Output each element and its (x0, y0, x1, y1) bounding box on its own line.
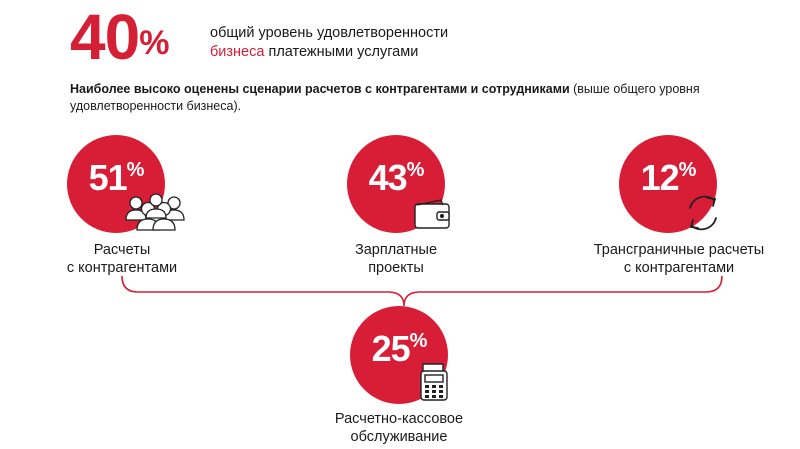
intro-rest: (выше общего уровня удовлетворенности би… (70, 82, 700, 113)
stat-number: 51 (88, 157, 128, 198)
label-line-2: с контрагентами (623, 260, 735, 276)
header-big-value: 40% (70, 1, 169, 73)
wallet-icon (414, 199, 450, 229)
stat-percent: % (126, 159, 145, 181)
intro-bold: Наиболее высоко оценены сценарии расчето… (70, 82, 570, 96)
label-line-1: Расчеты (93, 242, 151, 258)
intro-text: Наиболее высоко оценены сценарии расчето… (70, 81, 710, 115)
stat-value: 51% (67, 157, 165, 199)
stat-percent: % (409, 330, 428, 352)
stat-circle-12: 12% (619, 135, 717, 233)
exchange-arrows-icon (689, 195, 717, 231)
stat-value: 43% (347, 157, 445, 199)
stat-number: 43 (368, 157, 408, 198)
stat-value: 12% (619, 157, 717, 199)
stat-number: 25 (371, 328, 411, 369)
header-description: общий уровень удовлетворенности бизнеса … (210, 24, 510, 62)
stat-percent: % (678, 159, 697, 181)
header-percent-sign: % (139, 24, 169, 62)
people-group-icon (125, 193, 185, 231)
stat-label-12: Трансграничные расчеты с контрагентами (584, 241, 774, 277)
label-line-1: Расчетно-кассовое (334, 411, 464, 427)
label-line-2: проекты (368, 260, 424, 276)
header-value: 40 (70, 1, 140, 73)
stat-label-25: Расчетно-кассовое обслуживание (309, 410, 489, 446)
label-line-2: обслуживание (350, 429, 448, 445)
stat-percent: % (406, 159, 425, 181)
pos-terminal-icon (420, 363, 448, 401)
header-accent-word: бизнеса (210, 44, 265, 60)
header-line-1: общий уровень удовлетворенности (210, 25, 449, 41)
brace-path (121, 275, 723, 307)
stat-number: 12 (640, 157, 680, 198)
stat-circle-51: 51% (67, 135, 165, 233)
label-line-2: с контрагентами (66, 260, 178, 276)
label-line-1: Зарплатные (354, 242, 438, 258)
label-line-1: Трансграничные расчеты (593, 242, 765, 258)
stat-value: 25% (350, 328, 448, 370)
header-line-2-rest: платежными услугами (264, 44, 419, 60)
stat-label-43: Зарплатные проекты (316, 241, 476, 277)
stat-label-51: Расчеты с контрагентами (42, 241, 202, 277)
header-line-2: бизнеса платежными услугами (210, 43, 510, 62)
